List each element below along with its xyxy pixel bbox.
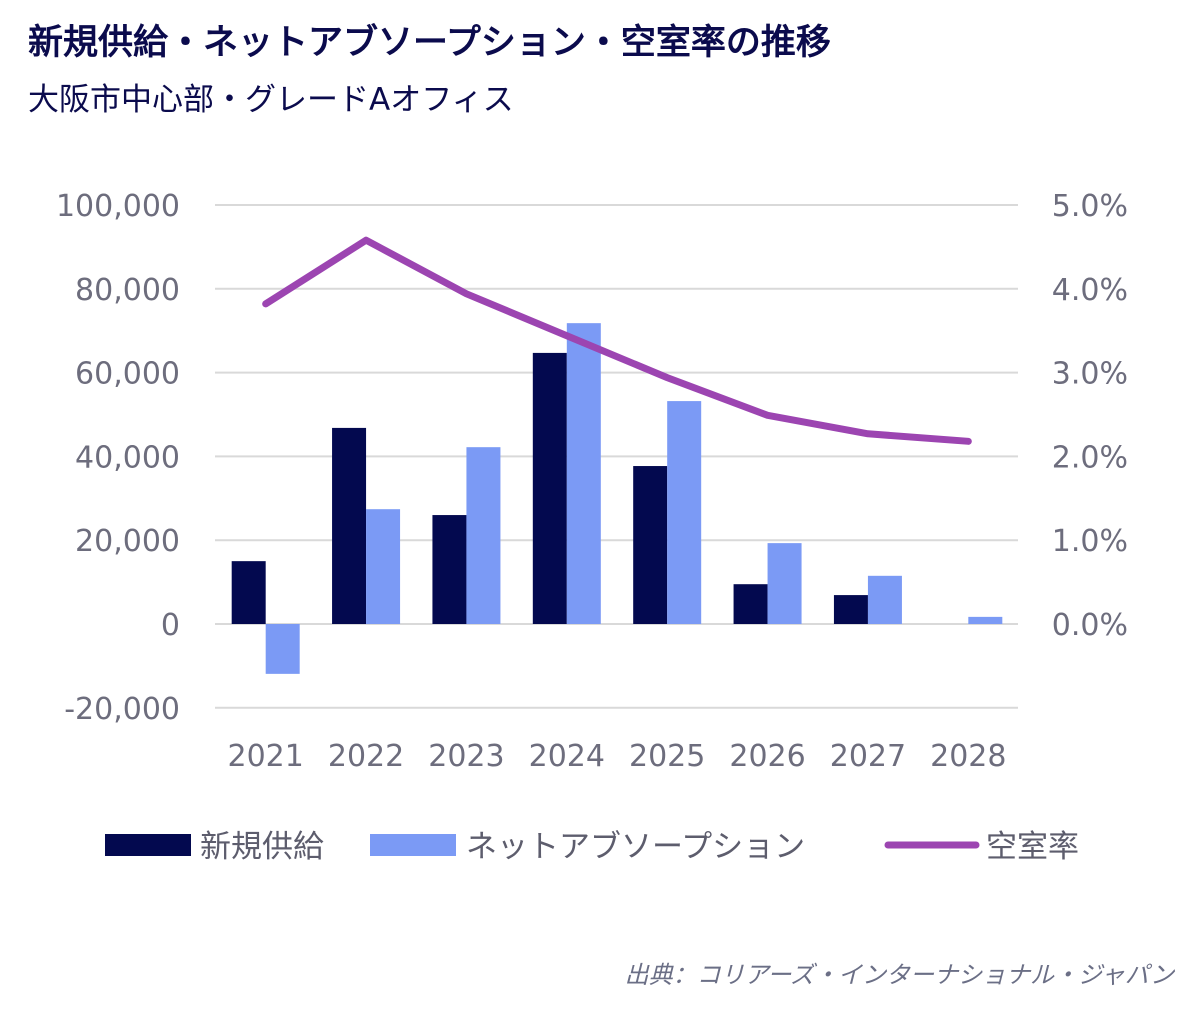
legend-swatch-absorption xyxy=(370,834,456,856)
y-tick-label: 100,000 xyxy=(56,189,180,224)
y2-tick-label: 2.0% xyxy=(1052,440,1128,475)
x-tick-label: 2021 xyxy=(228,739,304,774)
x-tick-label: 2027 xyxy=(830,739,906,774)
y-tick-label: 0 xyxy=(161,608,180,643)
bar-absorption xyxy=(867,575,902,624)
bar-supply xyxy=(532,352,567,624)
y2-tick-label: 5.0% xyxy=(1052,189,1128,224)
legend-label-absorption: ネットアブソープション xyxy=(466,829,805,865)
bar-supply xyxy=(332,427,367,624)
y-tick-label: 20,000 xyxy=(75,524,180,559)
bar-supply xyxy=(633,466,668,624)
x-tick-label: 2025 xyxy=(629,739,705,774)
legend-label-vacancy: 空室率 xyxy=(986,829,1079,865)
legend-label-supply: 新規供給 xyxy=(200,829,324,865)
y-tick-label: 80,000 xyxy=(75,273,180,308)
bar-supply xyxy=(733,584,768,624)
y2-tick-label: 4.0% xyxy=(1052,273,1128,308)
x-tick-label: 2026 xyxy=(729,739,805,774)
y2-tick-label: 0.0% xyxy=(1052,608,1128,643)
x-tick-label: 2024 xyxy=(529,739,605,774)
source-note: 出典：コリアーズ・インターナショナル・ジャパン xyxy=(624,961,1174,989)
bar-absorption xyxy=(466,447,501,624)
x-tick-label: 2028 xyxy=(930,739,1006,774)
y-tick-label: -20,000 xyxy=(64,692,180,727)
bar-absorption xyxy=(566,323,601,624)
bar-absorption xyxy=(667,401,702,624)
legend-swatch-supply xyxy=(105,834,191,856)
y2-tick-label: 3.0% xyxy=(1052,357,1128,392)
chart-subtitle: 大阪市中心部・グレードAオフィス xyxy=(28,82,514,118)
line-vacancy xyxy=(262,236,972,445)
bar-absorption xyxy=(366,509,401,624)
x-tick-label: 2023 xyxy=(428,739,504,774)
bar-supply xyxy=(833,595,868,624)
bar-absorption xyxy=(265,624,300,674)
bar-absorption xyxy=(767,543,802,624)
bar-absorption xyxy=(968,616,1003,624)
chart-title: 新規供給・ネットアブソープション・空室率の推移 xyxy=(28,23,831,63)
y2-tick-label: 1.0% xyxy=(1052,524,1128,559)
y-tick-label: 40,000 xyxy=(75,440,180,475)
bar-supply xyxy=(432,515,467,624)
x-tick-label: 2022 xyxy=(328,739,404,774)
y-tick-label: 60,000 xyxy=(75,357,180,392)
bar-supply xyxy=(231,561,266,624)
